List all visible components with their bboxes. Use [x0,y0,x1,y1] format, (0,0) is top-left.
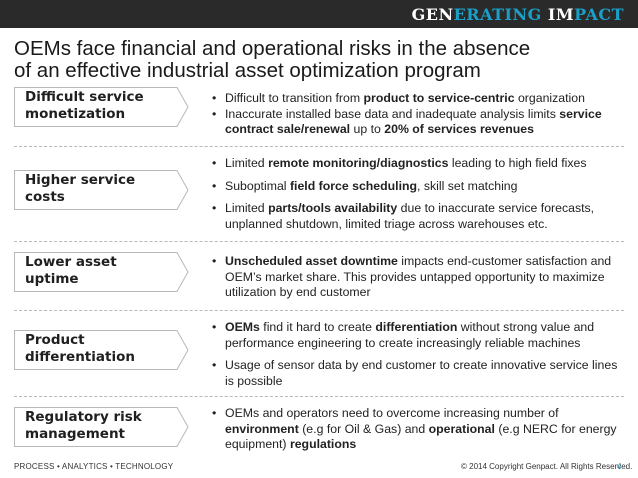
bullet-text: leading to high field fixes [448,156,587,170]
bullet-list-row-1: Difficult to transition from product to … [210,91,625,138]
top-bar: GENERATING IMPACT [0,0,638,28]
bullet-item: Usage of sensor data by end customer to … [210,358,625,389]
bullet-text-bold: parts/tools availability [268,201,398,215]
bullet-text: Usage of sensor data by end customer to … [225,358,618,388]
category-label: Lower asset uptime [25,254,175,288]
slide-title-line-2: of an effective industrial asset optimiz… [14,59,481,82]
bullet-item: Suboptimal field force scheduling, skill… [210,179,625,195]
row-divider [14,310,624,311]
category-label-line-2: costs [25,189,65,205]
arrow-shape [14,170,189,210]
arrow-shape [14,252,189,292]
category-label: Difficult service monetization [25,89,175,123]
bullet-text-bold: remote monitoring/diagnostics [268,156,449,170]
bullet-text-bold: Unscheduled asset downtime [225,254,398,268]
bullet-item: Inaccurate installed base data and inade… [210,107,625,138]
category-product-differentiation: Product differentiation [14,330,189,370]
brand-part-3: IM [547,5,575,24]
footer: PROCESS • ANALYTICS • TECHNOLOGY © 2014 … [0,458,638,478]
bullet-text: due to inaccurate service forecasts, unp… [225,201,595,231]
bullet-item: Limited remote monitoring/diagnostics le… [210,156,625,172]
category-label-line-1: Lower asset [25,254,117,270]
bullet-text-bold: environment [225,421,299,436]
page-number: 4 [617,462,622,471]
bullet-text-bold: field force scheduling [289,178,418,193]
bullet-text: Limited [225,201,269,215]
category-label-line-1: Higher service [25,172,136,188]
row-divider [14,396,624,397]
brand-part-2: ERATING [453,5,548,24]
bullet-item: Limited parts/tools availability due to … [210,201,625,232]
bullet-text: (e.g NERC for energy equipment) [225,421,617,452]
category-label-line-1: Regulatory risk [25,409,142,425]
category-lower-asset-uptime: Lower asset uptime [14,252,189,292]
row-divider [14,241,624,242]
category-label-line-2: monetization [25,106,126,122]
bullet-list-row-5: OEMs and operators need to overcome incr… [210,406,625,453]
bullet-text: Inaccurate installed base data and inade… [225,106,560,121]
category-label: Product differentiation [25,332,175,366]
bullet-text-bold: product to service-centric [363,91,515,105]
bullet-text-bold: service contract sale/renewal [225,106,602,137]
category-label-line-2: uptime [25,271,79,287]
bullet-text: , skill set matching [417,178,518,193]
bullet-list-row-2: Limited remote monitoring/diagnostics le… [210,156,625,232]
bullet-list-row-4: OEMs find it hard to create differentiat… [210,320,625,389]
brand-logo: GENERATING IMPACT [412,5,624,24]
category-regulatory-risk-management: Regulatory risk management [14,407,189,447]
bullet-text: (e.g for Oil & Gas) and [298,421,429,436]
bullet-item: OEMs and operators need to overcome incr… [210,406,625,453]
category-label-line-2: differentiation [25,349,135,365]
bullet-text: Limited [225,156,269,170]
arrow-shape [14,87,189,127]
bullet-text-bold: 20% of services revenues [384,122,534,136]
slide-title-line-1: OEMs face financial and operational risk… [14,37,531,60]
slide-title: OEMs face financial and operational risk… [14,38,614,82]
category-label-line-1: Product [25,332,85,348]
bullet-text: Suboptimal [225,178,290,193]
bullet-text-bold: differentiation [375,320,458,334]
bullet-text: OEMs and operators need to overcome incr… [225,406,559,420]
bullet-text: find it hard to create [259,320,376,334]
bullet-text: without strong value and performance eng… [225,320,595,350]
category-label: Higher service costs [25,172,175,206]
bullet-text-bold: regulations [289,437,357,451]
arrow-shape [14,330,189,370]
brand-part-4: PACT [574,5,624,24]
category-higher-service-costs: Higher service costs [14,170,189,210]
bullet-text: Difficult to transition from [225,91,364,105]
category-label-line-2: management [25,426,126,442]
category-label: Regulatory risk management [25,409,175,443]
arrow-shape [14,407,189,447]
bullet-item: Difficult to transition from product to … [210,91,625,107]
footer-copyright: © 2014 Copyright Genpact. All Rights Res… [461,462,633,471]
bullet-text-bold: OEMs [225,320,260,334]
footer-tagline: PROCESS • ANALYTICS • TECHNOLOGY [14,462,174,471]
bullet-text: organization [514,91,585,105]
bullet-list-row-3: Unscheduled asset downtime impacts end-c… [210,254,625,301]
category-difficult-service-monetization: Difficult service monetization [14,87,189,127]
row-divider [14,146,624,147]
bullet-text: impacts end-customer satisfaction and OE… [225,254,612,299]
bullet-item: OEMs find it hard to create differentiat… [210,320,625,351]
brand-part-1: GEN [411,5,454,24]
bullet-text-bold: operational [428,421,495,436]
bullet-item: Unscheduled asset downtime impacts end-c… [210,254,625,301]
category-label-line-1: Difficult service [25,89,144,105]
bullet-text: up to [350,122,385,136]
